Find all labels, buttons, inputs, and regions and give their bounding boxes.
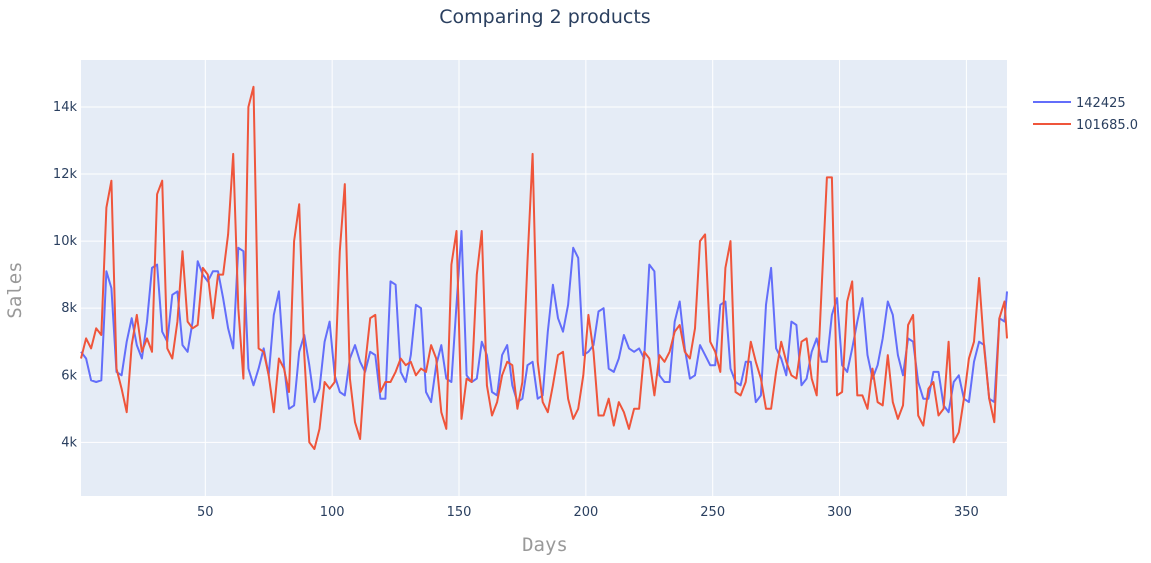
- y-tick-label: 10k: [53, 234, 78, 249]
- legend-label: 142425: [1076, 96, 1126, 111]
- legend-item[interactable]: 101685.0: [1033, 118, 1138, 133]
- series-lines: [80, 85, 1008, 450]
- chart-title: Comparing 2 products: [439, 6, 650, 28]
- x-axis: 50 100 150 200 250 300 350: [197, 505, 979, 520]
- legend-label: 101685.0: [1076, 118, 1138, 133]
- x-tick-label: 350: [954, 505, 979, 520]
- y-axis: 4k 6k 8k 10k 12k 14k: [53, 100, 78, 450]
- x-axis-title: Days: [522, 534, 568, 556]
- y-tick-label: 12k: [53, 167, 78, 182]
- legend: 142425 101685.0: [1033, 96, 1138, 133]
- y-tick-label: 14k: [53, 100, 78, 115]
- y-axis-title: Sales: [4, 261, 26, 318]
- y-tick-label: 8k: [61, 301, 77, 316]
- plot-area: [81, 60, 1007, 496]
- legend-item[interactable]: 142425: [1033, 96, 1126, 111]
- x-tick-label: 200: [573, 505, 598, 520]
- x-tick-label: 250: [700, 505, 725, 520]
- y-tick-label: 6k: [61, 368, 77, 383]
- x-tick-label: 150: [447, 505, 472, 520]
- y-tick-label: 4k: [61, 435, 77, 450]
- x-tick-label: 100: [320, 505, 345, 520]
- x-tick-label: 50: [197, 505, 214, 520]
- series-line: [80, 85, 1008, 450]
- x-tick-label: 300: [827, 505, 852, 520]
